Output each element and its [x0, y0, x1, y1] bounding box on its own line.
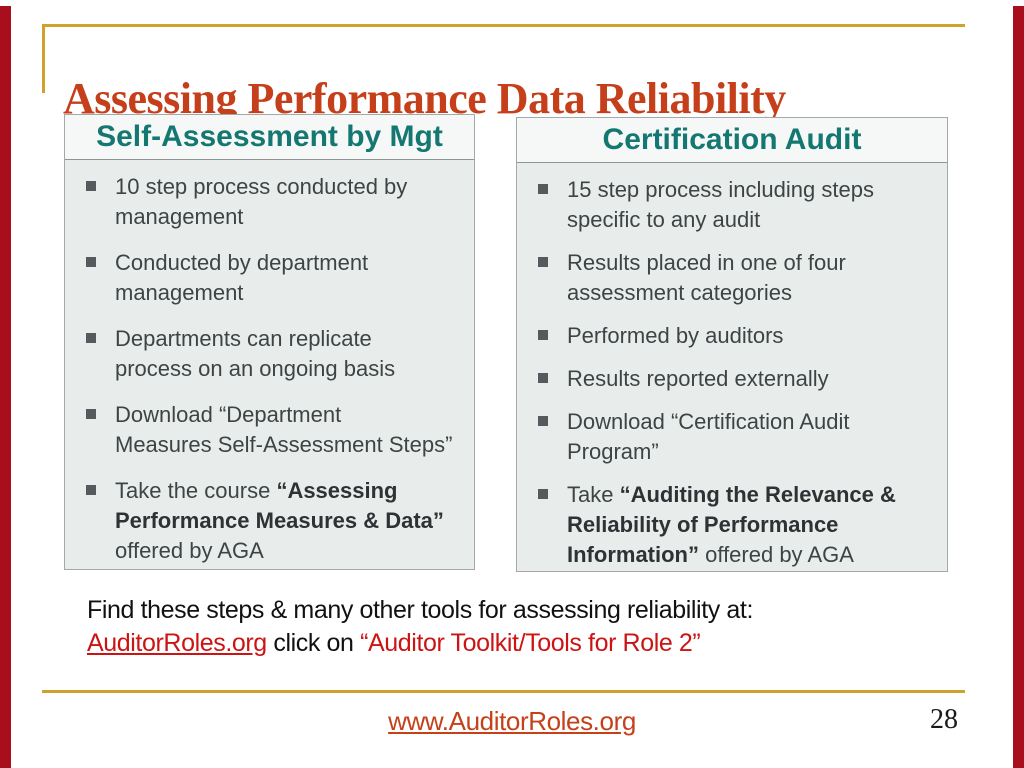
list-item: Download “Certification Audit Program”: [517, 407, 939, 467]
right-accent-bar: [1013, 6, 1024, 768]
certification-audit-box-header: Certification Audit: [517, 118, 947, 163]
note-middle-text: click on: [266, 629, 361, 657]
bullet-text-segment: offered by AGA: [699, 542, 854, 567]
certification-audit-box: Certification Audit 15 step process incl…: [516, 117, 948, 572]
page-number: 28: [930, 704, 958, 735]
bullet-text-segment: Download “Certification Audit Program”: [567, 409, 850, 464]
bullet-text: Conducted by department management: [115, 250, 368, 305]
bottom-gold-rule: [42, 690, 965, 693]
find-steps-note: Find these steps & many other tools for …: [87, 594, 967, 660]
note-line-2: AuditorRoles.org click on “Auditor Toolk…: [87, 627, 967, 660]
footer: www.AuditorRoles.org: [0, 706, 1024, 737]
footer-website-link[interactable]: www.AuditorRoles.org: [388, 706, 636, 736]
bullet-text: 10 step process conducted by management: [115, 174, 407, 229]
bullet-text: Download “Certification Audit Program”: [567, 409, 849, 464]
list-item: Results reported externally: [517, 364, 939, 394]
bullet-text-segment: Departments can replicate process on an …: [115, 326, 396, 381]
note-quote-text: “Auditor Toolkit/Tools for Role 2”: [360, 629, 701, 657]
list-item: Performed by auditors: [517, 321, 939, 351]
bullet-square-icon: [86, 181, 96, 191]
list-item: Take “Auditing the Relevance & Reliabili…: [517, 480, 939, 570]
bullet-square-icon: [86, 485, 96, 495]
bullet-square-icon: [538, 257, 548, 267]
top-gold-rule: [42, 24, 965, 27]
bullet-square-icon: [538, 489, 548, 499]
bullet-text: Performed by auditors: [567, 323, 783, 348]
auditorroles-link[interactable]: AuditorRoles.org: [87, 629, 267, 657]
bullet-text: Download “Department Measures Self-Asses…: [115, 402, 452, 457]
bullet-square-icon: [86, 333, 96, 343]
bullet-text-segment: Download “Department Measures Self-Asses…: [115, 402, 453, 457]
bullet-text-segment: Take the course: [115, 478, 277, 503]
note-line-1: Find these steps & many other tools for …: [87, 596, 753, 624]
list-item: Results placed in one of four assessment…: [517, 248, 939, 308]
list-item: Departments can replicate process on an …: [65, 324, 466, 384]
bullet-text-segment: Performed by auditors: [567, 323, 784, 348]
certification-audit-bullet-list: 15 step process including steps specific…: [517, 163, 947, 570]
list-item: Download “Department Measures Self-Asses…: [65, 400, 466, 460]
bullet-text-segment: “Assessing Performance Measures & Data”: [115, 478, 444, 533]
left-gold-corner-rule: [42, 24, 45, 93]
bullet-text: Take the course “Assessing Performance M…: [115, 478, 444, 563]
bullet-text: Departments can replicate process on an …: [115, 326, 395, 381]
bullet-text-segment: Results placed in one of four assessment…: [567, 250, 846, 305]
self-assessment-box-header: Self-Assessment by Mgt: [65, 115, 474, 160]
bullet-text-segment: 15 step process including steps specific…: [567, 177, 874, 232]
bullet-text-segment: 10 step process conducted by management: [115, 174, 408, 229]
bullet-square-icon: [538, 416, 548, 426]
bullet-square-icon: [86, 257, 96, 267]
bullet-text-segment: Results reported externally: [567, 366, 829, 391]
bullet-text-segment: Conducted by department management: [115, 250, 369, 305]
bullet-text: Take “Auditing the Relevance & Reliabili…: [567, 482, 896, 567]
bullet-text: Results placed in one of four assessment…: [567, 250, 846, 305]
bullet-text-segment: “Auditing the Relevance & Reliability of…: [567, 482, 896, 567]
list-item: 15 step process including steps specific…: [517, 175, 939, 235]
bullet-square-icon: [538, 330, 548, 340]
list-item: Take the course “Assessing Performance M…: [65, 476, 466, 566]
bullet-text: 15 step process including steps specific…: [567, 177, 874, 232]
bullet-square-icon: [538, 184, 548, 194]
bullet-square-icon: [538, 373, 548, 383]
bullet-text: Results reported externally: [567, 366, 829, 391]
bullet-text-segment: Take: [567, 482, 620, 507]
list-item: Conducted by department management: [65, 248, 466, 308]
self-assessment-box: Self-Assessment by Mgt 10 step process c…: [64, 114, 475, 570]
bullet-square-icon: [86, 409, 96, 419]
bullet-text-segment: offered by AGA: [115, 538, 264, 563]
left-accent-bar: [0, 6, 11, 768]
list-item: 10 step process conducted by management: [65, 172, 466, 232]
self-assessment-bullet-list: 10 step process conducted by management C…: [65, 160, 474, 566]
